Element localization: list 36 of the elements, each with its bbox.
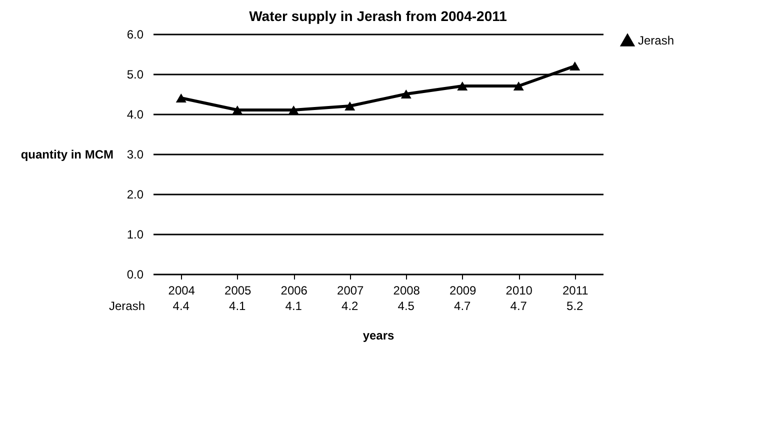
x-tick-label: 2007 xyxy=(337,284,364,298)
y-tick-label: 5.0 xyxy=(126,68,144,82)
x-tick-label: 2009 xyxy=(450,284,477,298)
point xyxy=(344,101,356,111)
data-label: 5.2 xyxy=(566,299,584,313)
x-tick-label: 2006 xyxy=(280,284,308,298)
data-label: 4.2 xyxy=(342,299,359,313)
point xyxy=(457,81,468,91)
x-tick-label: 2004 xyxy=(168,284,196,298)
point xyxy=(288,105,299,115)
point xyxy=(176,93,186,103)
y-tick-label: 1.0 xyxy=(126,228,144,242)
data-label: 4.4 xyxy=(172,299,190,313)
y-tick-label: 0.0 xyxy=(126,268,144,282)
x-axis-title: years xyxy=(362,328,395,342)
data-label: 4.7 xyxy=(510,299,528,313)
point xyxy=(570,61,580,71)
data-label: 4.1 xyxy=(285,299,302,313)
y-tick-label: 4.0 xyxy=(126,108,144,122)
chart-title: Water supply in Jerash from 2004-2011 xyxy=(249,8,508,24)
y-axis-title: quantity in MCM xyxy=(20,148,114,162)
legend-label: Jerash xyxy=(638,34,674,48)
point xyxy=(400,89,412,99)
data-label: 4.7 xyxy=(454,299,472,313)
y-tick-label: 3.0 xyxy=(126,148,144,162)
point xyxy=(232,105,243,115)
data-label: 4.1 xyxy=(229,299,246,313)
data-label: 4.5 xyxy=(398,299,415,313)
point xyxy=(513,81,524,91)
y-tick-label: 2.0 xyxy=(126,188,144,202)
y-tick-label: 6.0 xyxy=(126,28,144,42)
text: Jerash xyxy=(108,299,145,313)
x-tick-label: 2008 xyxy=(393,284,420,298)
x-tick-label: 2010 xyxy=(506,284,533,298)
x-tick-label: 2011 xyxy=(562,284,589,298)
x-tick-label: 2005 xyxy=(224,284,252,298)
